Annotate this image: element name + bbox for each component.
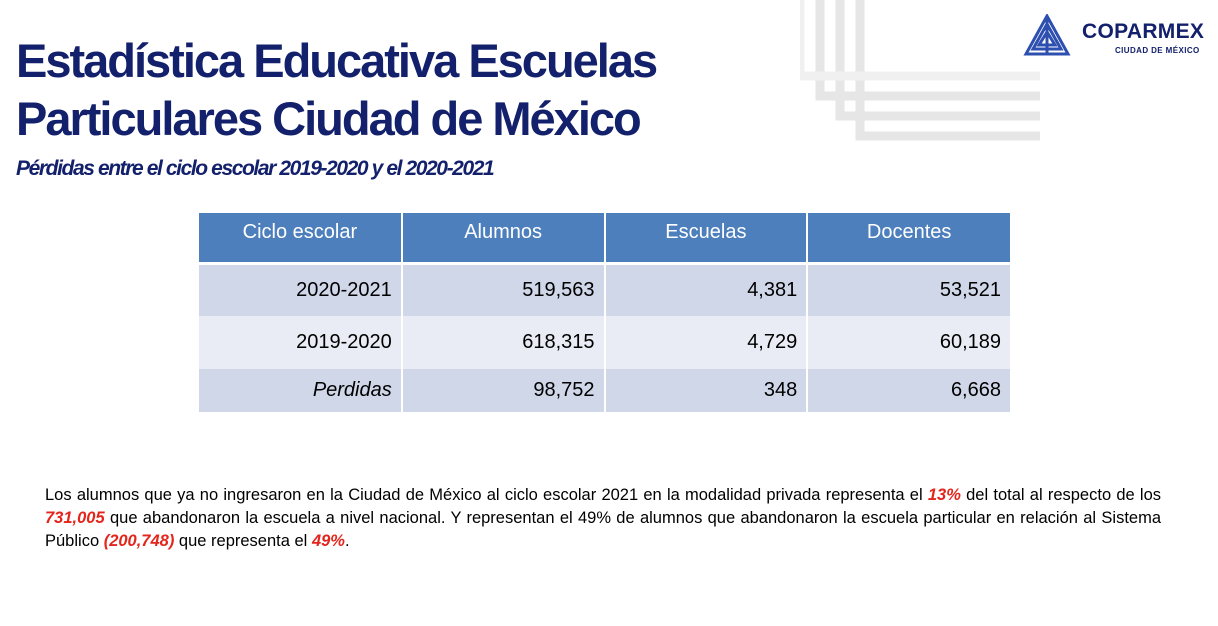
table-row: 2019-2020 618,315 4,729 60,189 xyxy=(199,316,1010,369)
header-escuelas: Escuelas xyxy=(604,213,809,263)
paragraph-text: Los alumnos que ya no ingresaron en la C… xyxy=(45,486,928,504)
highlight-percentage: 13% xyxy=(927,486,961,504)
table-row: 2020-2021 519,563 4,381 53,521 xyxy=(199,263,1010,316)
cell-alumnos: 618,315 xyxy=(401,316,606,369)
cell-escuelas: 4,729 xyxy=(604,316,809,369)
coparmex-logo: COPARMEX CIUDAD DE MÉXICO xyxy=(1022,14,1212,64)
paragraph-text: que representa el xyxy=(174,532,312,550)
cell-alumnos: 519,563 xyxy=(401,263,606,316)
cell-docentes: 60,189 xyxy=(807,316,1010,369)
paragraph-text: del total al respecto de los xyxy=(960,486,1161,504)
cell-docentes: 6,668 xyxy=(807,369,1010,412)
title-line-1: Estadística Educativa Escuelas xyxy=(16,34,658,87)
paragraph-text: que abandonaron la escuela a nivel nacio… xyxy=(45,509,1161,550)
statistics-table: Ciclo escolar Alumnos Escuelas Docentes … xyxy=(199,213,1010,412)
header-ciclo: Ciclo escolar xyxy=(199,213,403,263)
cell-ciclo: 2020-2021 xyxy=(199,263,403,316)
page-subtitle: Pérdidas entre el ciclo escolar 2019-202… xyxy=(16,157,495,180)
cell-alumnos: 98,752 xyxy=(401,369,606,412)
header-alumnos: Alumnos xyxy=(401,213,606,263)
cell-escuelas: 4,381 xyxy=(604,263,809,316)
table-row-total: Perdidas 98,752 348 6,668 xyxy=(199,369,1010,412)
decorative-stripes xyxy=(800,0,1040,141)
title-line-2: Particulares Ciudad de México xyxy=(16,92,642,145)
paragraph-text: . xyxy=(344,532,350,550)
summary-paragraph: Los alumnos que ya no ingresaron en la C… xyxy=(45,484,1161,553)
highlight-share: 49% xyxy=(311,532,345,550)
page-title: Estadística Educativa Escuelas Particula… xyxy=(16,32,658,148)
highlight-national-total: 731,005 xyxy=(45,509,105,527)
logo-subtitle: CIUDAD DE MÉXICO xyxy=(1115,46,1200,55)
coparmex-logo-mark-icon xyxy=(1023,14,1071,56)
cell-ciclo: 2019-2020 xyxy=(199,316,403,369)
cell-ciclo: Perdidas xyxy=(199,369,403,412)
logo-name: COPARMEX xyxy=(1082,20,1205,43)
highlight-public-system: (200,748) xyxy=(103,532,175,550)
table-header-row: Ciclo escolar Alumnos Escuelas Docentes xyxy=(199,213,1010,263)
cell-escuelas: 348 xyxy=(604,369,809,412)
header-docentes: Docentes xyxy=(807,213,1010,263)
cell-docentes: 53,521 xyxy=(807,263,1010,316)
